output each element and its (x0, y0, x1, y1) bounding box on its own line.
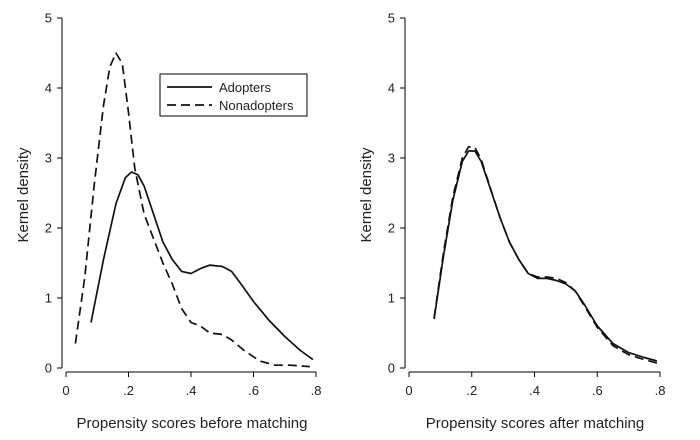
legend-label-adopters: Adopters (219, 80, 272, 95)
y-tick-label: 3 (388, 151, 395, 166)
y-tick-label: 3 (45, 151, 52, 166)
panel-after-matching: 0 1 2 3 4 5 0 .2 .4 .6 .8 Propensity scores after… (358, 11, 665, 433)
x-tick-label: .8 (655, 383, 666, 398)
series-line-adopters (90, 171, 314, 361)
y-tick-label: 0 (388, 361, 395, 376)
x-axis-title: Propensity scores after matching (426, 415, 644, 432)
x-tick-label: .4 (529, 383, 540, 398)
legend-box (159, 73, 308, 117)
panel-before-matching: 0 1 2 3 4 5 0 .2 .4 .6 .8 Propensity scores befor… (15, 11, 321, 433)
y-tick-label: 1 (388, 291, 395, 306)
x-tick-label: .6 (592, 383, 603, 398)
x-tick-label: 0 (62, 383, 69, 398)
series-line-adopters (433, 150, 658, 362)
y-ticks: 0 1 2 3 4 5 (45, 11, 62, 376)
series-line-nonadopters (433, 145, 658, 364)
x-tick-label: 0 (405, 383, 412, 398)
y-tick-label: 2 (45, 221, 52, 236)
x-axis-title: Propensity scores before matching (77, 415, 308, 432)
x-tick-label: .6 (248, 383, 259, 398)
y-tick-label: 5 (45, 11, 52, 26)
x-ticks: 0 .2 .4 .6 .8 (405, 372, 665, 398)
y-ticks: 0 1 2 3 4 5 (388, 11, 405, 376)
x-tick-label: .2 (466, 383, 477, 398)
y-axis-title: Kernel density (15, 147, 32, 243)
series-group (433, 145, 658, 364)
x-ticks: 0 .2 .4 .6 .8 (62, 372, 321, 398)
y-axis-title: Kernel density (358, 147, 375, 243)
x-tick-label: .8 (311, 383, 322, 398)
legend: Adopters Nonadopters (159, 73, 308, 117)
legend-label-nonadopters: Nonadopters (219, 98, 294, 113)
x-tick-label: .2 (123, 383, 134, 398)
y-tick-label: 2 (388, 221, 395, 236)
y-tick-label: 4 (45, 81, 52, 96)
series-line-nonadopters (74, 52, 310, 368)
y-tick-label: 5 (388, 11, 395, 26)
y-tick-label: 1 (45, 291, 52, 306)
x-tick-label: .4 (186, 383, 197, 398)
y-tick-label: 0 (45, 361, 52, 376)
series-group (74, 52, 314, 368)
y-tick-label: 4 (388, 81, 395, 96)
